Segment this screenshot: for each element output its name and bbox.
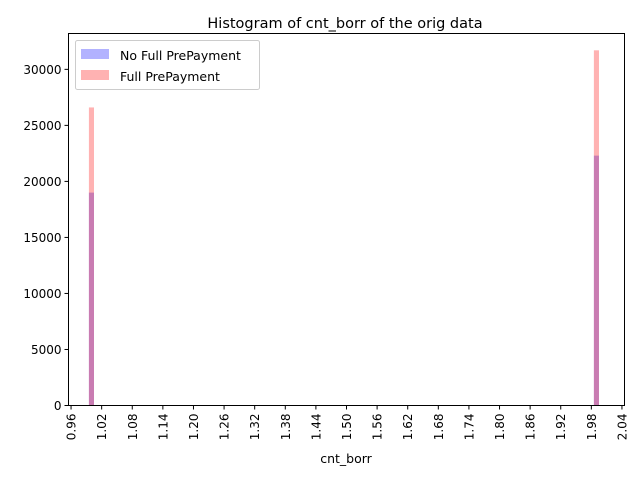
x-tick-label: 1.38 [279, 414, 293, 441]
y-tick-label: 15000 [23, 231, 61, 245]
legend-swatch-full-prepayment [81, 70, 109, 80]
y-tick-label: 30000 [23, 63, 61, 77]
y-tick-label: 5000 [31, 343, 62, 357]
x-tick-label: 1.08 [126, 414, 140, 441]
x-tick-label: 0.96 [65, 414, 79, 441]
x-tick-label: 1.86 [524, 414, 538, 441]
chart-title: Histogram of cnt_borr of the orig data [207, 16, 482, 32]
x-tick-label: 1.62 [401, 414, 415, 441]
x-tick-label: 1.32 [248, 414, 262, 441]
x-tick-label: 1.80 [493, 414, 507, 441]
x-axis-ticks: 0.96 1.02 1.08 1.14 1.20 1.26 1.32 1.38 1.44 1.50… [65, 405, 629, 441]
bar-series-1-bin-1 [593, 50, 599, 406]
legend-box [75, 40, 260, 90]
x-axis-label: cnt_borr [320, 451, 372, 466]
x-tick-label: 1.26 [218, 414, 232, 441]
legend: No Full PrePayment Full PrePayment [75, 40, 260, 90]
x-tick-label: 1.92 [554, 414, 568, 441]
x-tick-label: 1.74 [462, 414, 476, 441]
bar-series-0-bin-1 [593, 155, 599, 406]
y-tick-label: 10000 [23, 287, 61, 301]
x-tick-label: 2.04 [615, 414, 629, 441]
legend-label-full-prepayment: Full PrePayment [120, 69, 220, 84]
x-tick-label: 1.56 [371, 414, 385, 441]
x-tick-label: 1.44 [309, 414, 323, 441]
x-tick-label: 1.14 [156, 414, 170, 441]
y-tick-label: 20000 [23, 175, 61, 189]
x-tick-label: 1.98 [585, 414, 599, 441]
y-tick-label: 0 [54, 399, 62, 413]
legend-swatch-no-full-prepayment [81, 49, 109, 59]
bar-series-0-bin-0 [88, 192, 94, 406]
y-tick-label: 25000 [23, 119, 61, 133]
bars-group [88, 50, 599, 406]
bar-series-1-bin-0 [88, 107, 94, 406]
legend-label-no-full-prepayment: No Full PrePayment [120, 48, 241, 63]
x-tick-label: 1.02 [95, 414, 109, 441]
x-tick-label: 1.20 [187, 414, 201, 441]
x-tick-label: 1.50 [340, 414, 354, 441]
y-axis-ticks: 0 5000 10000 15000 20000 25000 30000 [23, 63, 69, 413]
x-tick-label: 1.68 [432, 414, 446, 441]
